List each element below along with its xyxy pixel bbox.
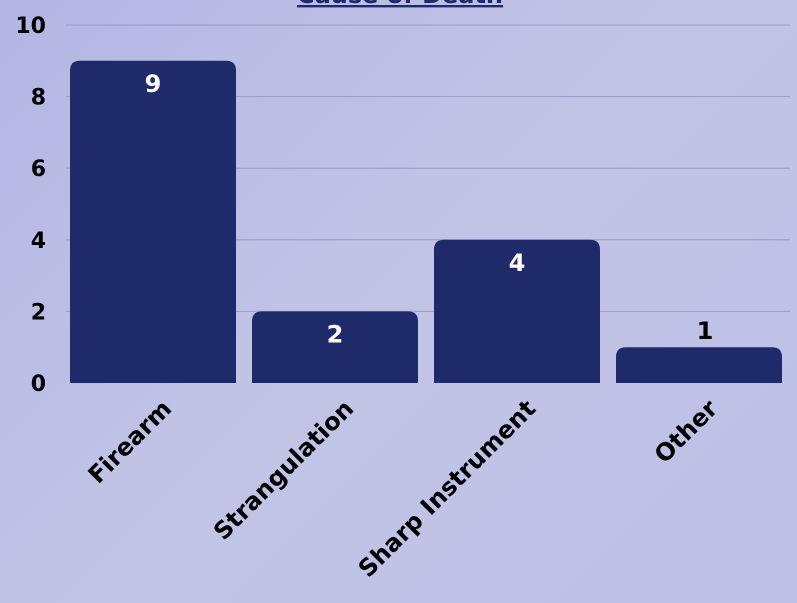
y-tick-label: 2 bbox=[31, 300, 46, 325]
data-labels: 9 2 4 1 bbox=[145, 70, 714, 349]
data-label-firearm: 9 bbox=[145, 70, 162, 98]
y-axis-tick-labels: 0 2 4 6 8 10 bbox=[15, 14, 46, 397]
data-label-sharp-instrument: 4 bbox=[509, 249, 526, 277]
x-tick-label-other: Other bbox=[649, 394, 723, 468]
y-tick-label: 0 bbox=[31, 372, 46, 397]
bar-firearm bbox=[70, 60, 236, 384]
y-tick-label: 6 bbox=[31, 157, 46, 182]
y-tick-label: 10 bbox=[15, 14, 46, 39]
data-label-strangulation: 2 bbox=[327, 320, 344, 348]
chart-title: Cause of Death bbox=[297, 0, 503, 9]
x-tick-label-firearm: Firearm bbox=[83, 394, 178, 489]
y-tick-label: 4 bbox=[31, 229, 46, 254]
x-tick-label-sharp-instrument: Sharp Instrument bbox=[353, 394, 541, 582]
bar-strangulation bbox=[252, 311, 418, 383]
bar-sharp-instrument bbox=[434, 239, 600, 383]
data-label-other: 1 bbox=[697, 317, 714, 345]
bars bbox=[70, 60, 782, 384]
y-tick-label: 8 bbox=[31, 86, 46, 111]
bar-other bbox=[616, 347, 782, 383]
x-tick-label-strangulation: Strangulation bbox=[208, 394, 359, 545]
